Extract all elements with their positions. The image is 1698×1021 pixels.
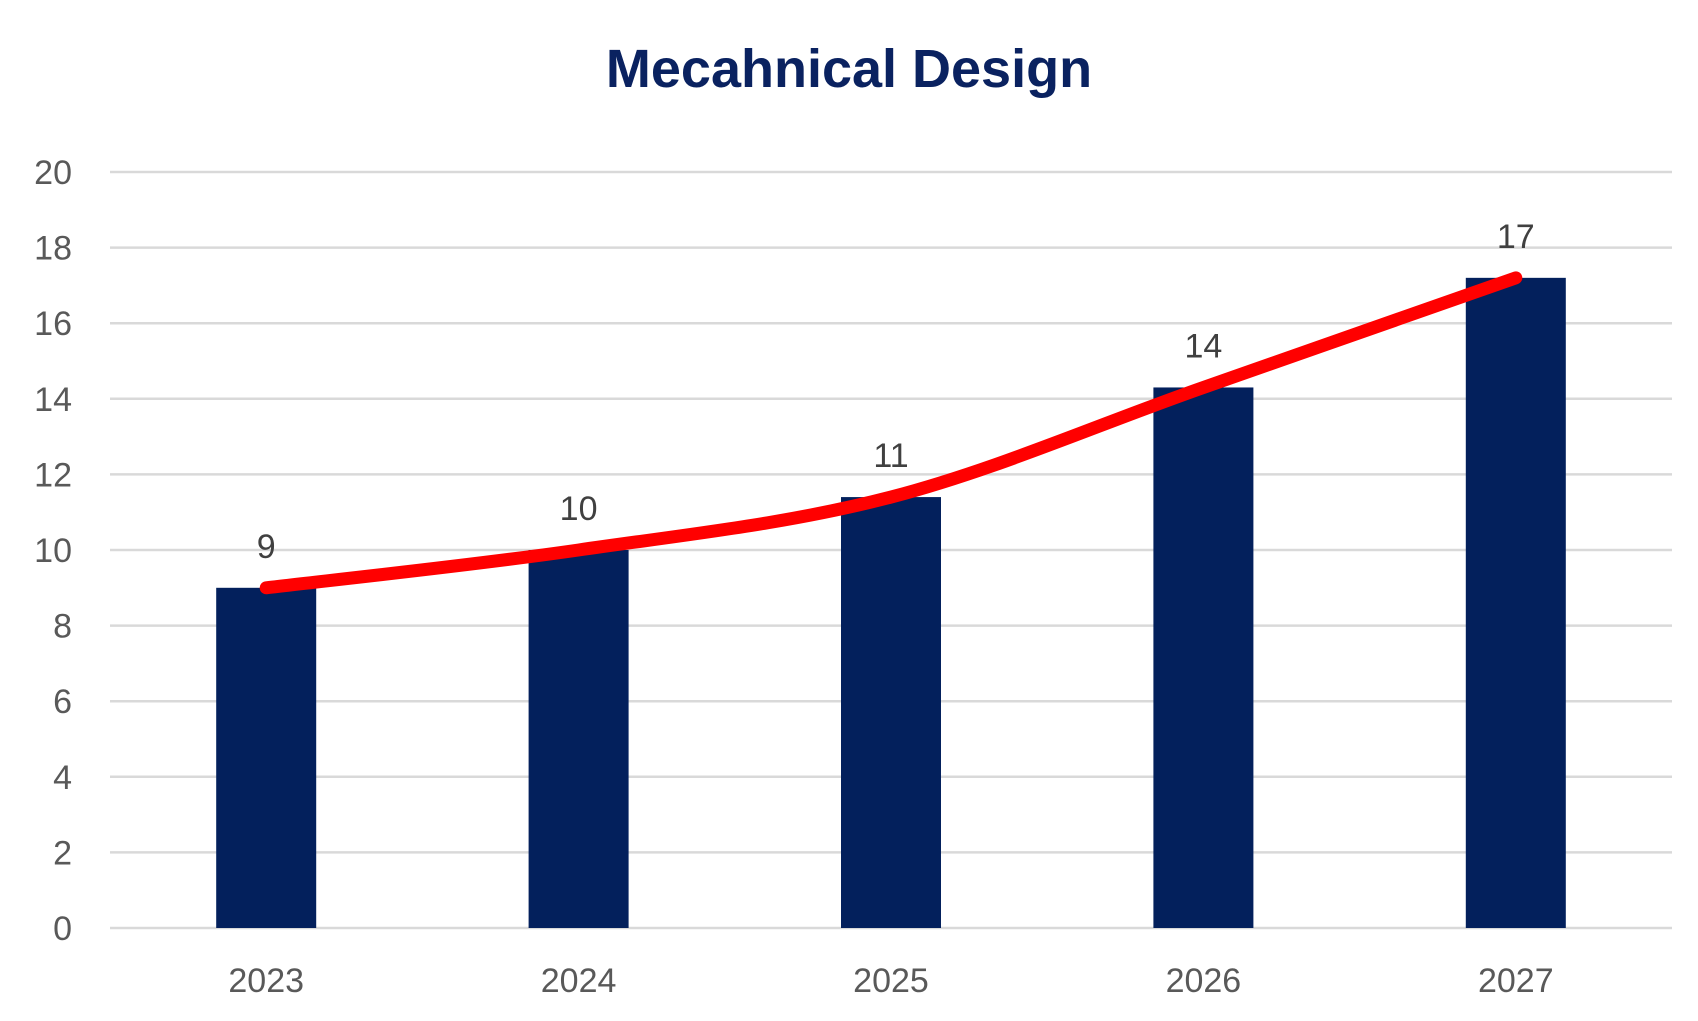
data-label: 11 — [873, 437, 908, 475]
data-labels: 9 10 11 14 17 — [257, 218, 1535, 566]
data-label: 9 — [257, 528, 276, 566]
y-tick-label: 0 — [53, 910, 72, 948]
bars — [216, 277, 1566, 929]
chart-title: Mecahnical Design — [605, 39, 1093, 99]
data-label: 10 — [560, 490, 598, 528]
data-label: 17 — [1497, 218, 1535, 256]
data-label: 14 — [1184, 327, 1222, 365]
y-tick-label: 2 — [53, 834, 72, 872]
y-tick-label: 6 — [53, 683, 72, 721]
y-tick-label: 4 — [53, 759, 72, 797]
x-tick-label: 2024 — [541, 962, 617, 1000]
x-tick-label: 2027 — [1478, 962, 1554, 1000]
y-tick-label: 8 — [53, 608, 72, 646]
bar-2026 — [1153, 387, 1254, 929]
y-tick-label: 20 — [34, 154, 72, 192]
y-tick-label: 16 — [34, 305, 72, 343]
trend-line-layer — [259, 271, 1523, 595]
bar-2024 — [528, 550, 629, 928]
bar-2025 — [841, 497, 941, 928]
y-tick-label: 18 — [34, 230, 72, 268]
y-tick-label: 14 — [34, 381, 72, 419]
bar-2027 — [1465, 277, 1566, 929]
y-axis-ticks: 0 2 4 6 8 10 12 14 16 18 20 — [34, 154, 72, 948]
y-tick-label: 12 — [34, 456, 72, 494]
trend-line — [259, 271, 1523, 595]
x-axis-ticks: 2023 2024 2025 2026 2027 — [228, 962, 1553, 1000]
x-tick-label: 2026 — [1166, 962, 1242, 1000]
x-tick-label: 2025 — [853, 962, 929, 1000]
bar-2023 — [216, 587, 317, 928]
y-tick-label: 10 — [34, 532, 72, 570]
x-tick-label: 2023 — [228, 962, 304, 1000]
